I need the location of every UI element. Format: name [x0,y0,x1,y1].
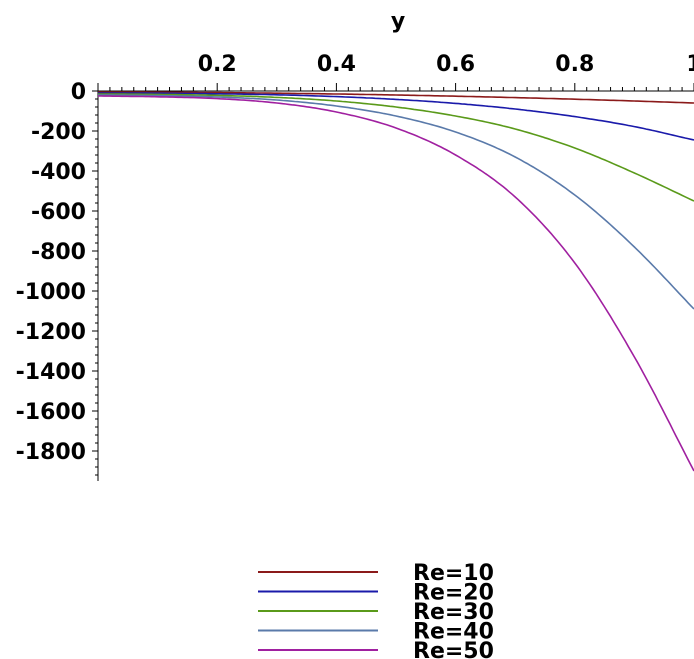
y-tick-label: -1800 [16,440,86,465]
series-lines [98,91,694,472]
legend-label: Re=30 [413,600,494,625]
x-tick-label: 0.8 [555,52,594,77]
series-line-3 [98,93,694,202]
y-tick-label: -600 [31,200,86,225]
y-tick-label: -1000 [16,280,86,305]
series-line-5 [98,95,694,472]
legend-label: Re=20 [413,581,494,606]
y-tick-label: 0 [71,80,86,105]
x-axis-title: y [391,9,405,34]
y-axis: 0 -200 -400 -600 -800 -1000 -1200 -1400 -1600 -18… [16,80,99,481]
y-tick-label: -1400 [16,360,86,385]
series-line-2 [98,92,694,141]
y-tick-label: -200 [31,120,86,145]
legend-label: Re=40 [413,620,494,645]
x-tick-label: 1 [686,52,694,77]
legend-label: Re=50 [413,639,494,659]
y-tick-label: -800 [31,240,86,265]
series-line-4 [98,94,694,310]
x-tick-label: 0.4 [317,52,356,77]
x-tick-label: 0.6 [436,52,475,77]
y-tick-label: -1600 [16,400,86,425]
legend-label: Re=10 [413,561,494,586]
y-tick-label: -400 [31,160,86,185]
x-tick-label: 0.2 [198,52,237,77]
y-tick-label: -1200 [16,320,86,345]
series-line-1 [98,91,694,104]
x-axis: 0.2 0.4 0.6 0.8 1 [98,52,694,92]
